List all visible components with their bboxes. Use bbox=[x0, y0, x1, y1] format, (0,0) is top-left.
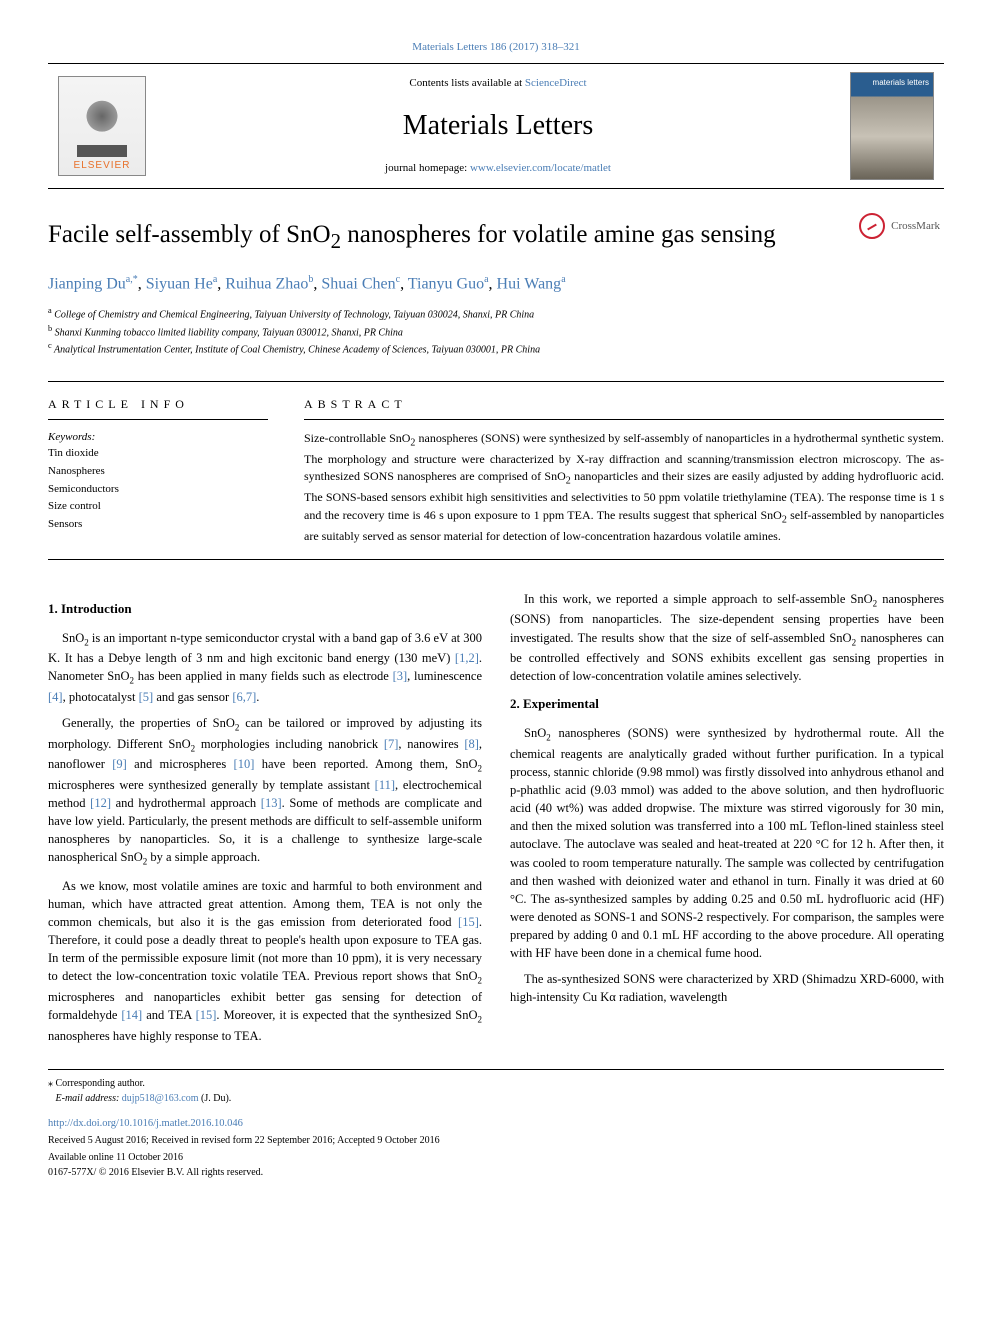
citation-ref-link[interactable]: [1,2] bbox=[455, 651, 479, 665]
citation-ref-link[interactable]: [4] bbox=[48, 690, 63, 704]
homepage-link[interactable]: www.elsevier.com/locate/matlet bbox=[470, 162, 611, 174]
article-title: Facile self-assembly of SnO2 nanospheres… bbox=[48, 217, 944, 256]
abstract-column: ABSTRACT Size-controllable SnO2 nanosphe… bbox=[304, 382, 944, 559]
doi-link[interactable]: http://dx.doi.org/10.1016/j.matlet.2016.… bbox=[48, 1118, 243, 1129]
crossmark-label: CrossMark bbox=[891, 219, 940, 234]
journal-name: Materials Letters bbox=[146, 106, 850, 145]
affiliation-line: a College of Chemistry and Chemical Engi… bbox=[48, 305, 944, 322]
author-list: Jianping Dua,*, Siyuan Hea, Ruihua Zhaob… bbox=[48, 273, 944, 296]
citation-ref-link[interactable]: [15] bbox=[196, 1008, 217, 1022]
author-link[interactable]: Jianping Du bbox=[48, 275, 126, 292]
contents-prefix: Contents lists available at bbox=[409, 77, 524, 89]
keyword-item: Sensors bbox=[48, 516, 268, 534]
citation-ref-link[interactable]: [8] bbox=[464, 737, 479, 751]
affiliations: a College of Chemistry and Chemical Engi… bbox=[48, 305, 944, 357]
email-attribution: (J. Du). bbox=[201, 1093, 231, 1104]
article-info-label: ARTICLE INFO bbox=[48, 396, 268, 420]
abstract-text: Size-controllable SnO2 nanospheres (SONS… bbox=[304, 430, 944, 545]
citation-ref-link[interactable]: [7] bbox=[384, 737, 399, 751]
author-link[interactable]: Hui Wang bbox=[497, 275, 562, 292]
citation-ref-link[interactable]: [11] bbox=[375, 778, 395, 792]
body-paragraph: The as-synthesized SONS were characteriz… bbox=[510, 970, 944, 1006]
citation-header: Materials Letters 186 (2017) 318–321 bbox=[48, 40, 944, 55]
body-paragraph: SnO2 nanospheres (SONS) were synthesized… bbox=[510, 724, 944, 962]
author-link[interactable]: Shuai Chen bbox=[321, 275, 395, 292]
body-paragraph: SnO2 is an important n-type semiconducto… bbox=[48, 629, 482, 706]
keywords-label: Keywords: bbox=[48, 430, 268, 445]
email-line: E-mail address: dujp518@163.com (J. Du). bbox=[48, 1091, 944, 1106]
journal-header-band: ELSEVIER Contents lists available at Sci… bbox=[48, 63, 944, 189]
author-link[interactable]: Siyuan He bbox=[146, 275, 213, 292]
article-info-column: ARTICLE INFO Keywords: Tin dioxideNanosp… bbox=[48, 382, 268, 559]
copyright-line: 0167-577X/ © 2016 Elsevier B.V. All righ… bbox=[48, 1165, 944, 1180]
keywords-list: Tin dioxideNanospheresSemiconductorsSize… bbox=[48, 445, 268, 533]
received-dates: Received 5 August 2016; Received in revi… bbox=[48, 1133, 944, 1148]
citation-ref-link[interactable]: [10] bbox=[234, 757, 255, 771]
author-link[interactable]: Tianyu Guo bbox=[408, 275, 484, 292]
citation-ref-link[interactable]: [3] bbox=[393, 669, 408, 683]
author-link[interactable]: Ruihua Zhao bbox=[225, 275, 308, 292]
section-heading-introduction: 1. Introduction bbox=[48, 600, 482, 619]
info-abstract-block: ARTICLE INFO Keywords: Tin dioxideNanosp… bbox=[48, 381, 944, 560]
body-paragraph: In this work, we reported a simple appro… bbox=[510, 590, 944, 685]
crossmark-icon bbox=[859, 213, 885, 239]
homepage-prefix: journal homepage: bbox=[385, 162, 470, 174]
keyword-item: Semiconductors bbox=[48, 481, 268, 499]
journal-cover-thumbnail: materials letters bbox=[850, 72, 934, 180]
affiliation-line: b Shanxi Kunming tobacco limited liabili… bbox=[48, 323, 944, 340]
email-label: E-mail address: bbox=[56, 1093, 120, 1104]
citation-ref-link[interactable]: [14] bbox=[121, 1008, 142, 1022]
citation-link[interactable]: Materials Letters 186 (2017) 318–321 bbox=[412, 41, 579, 53]
body-paragraph: Generally, the properties of SnO2 can be… bbox=[48, 714, 482, 869]
affiliation-line: c Analytical Instrumentation Center, Ins… bbox=[48, 340, 944, 357]
article-body: 1. Introduction SnO2 is an important n-ty… bbox=[48, 590, 944, 1045]
abstract-label: ABSTRACT bbox=[304, 396, 944, 420]
publisher-name: ELSEVIER bbox=[74, 157, 131, 175]
keyword-item: Tin dioxide bbox=[48, 445, 268, 463]
homepage-line: journal homepage: www.elsevier.com/locat… bbox=[146, 161, 850, 176]
contents-line: Contents lists available at ScienceDirec… bbox=[146, 76, 850, 91]
available-online: Available online 11 October 2016 bbox=[48, 1150, 944, 1165]
crossmark-badge[interactable]: CrossMark bbox=[859, 213, 940, 239]
citation-ref-link[interactable]: [5] bbox=[139, 690, 154, 704]
body-paragraph: As we know, most volatile amines are tox… bbox=[48, 877, 482, 1045]
keyword-item: Size control bbox=[48, 498, 268, 516]
corresponding-email-link[interactable]: dujp518@163.com bbox=[122, 1093, 199, 1104]
citation-ref-link[interactable]: [15] bbox=[458, 915, 479, 929]
keyword-item: Nanospheres bbox=[48, 463, 268, 481]
footnotes: ⁎ Corresponding author. E-mail address: … bbox=[48, 1069, 944, 1181]
citation-ref-link[interactable]: [12] bbox=[90, 796, 111, 810]
sciencedirect-link[interactable]: ScienceDirect bbox=[525, 77, 587, 89]
section-heading-experimental: 2. Experimental bbox=[510, 695, 944, 714]
cover-label: materials letters bbox=[873, 77, 929, 88]
citation-ref-link[interactable]: [13] bbox=[261, 796, 282, 810]
corresponding-note: ⁎ Corresponding author. bbox=[48, 1076, 944, 1091]
elsevier-tree-icon bbox=[77, 97, 127, 157]
publisher-logo: ELSEVIER bbox=[58, 76, 146, 176]
citation-ref-link[interactable]: [6,7] bbox=[232, 690, 256, 704]
citation-ref-link[interactable]: [9] bbox=[112, 757, 127, 771]
